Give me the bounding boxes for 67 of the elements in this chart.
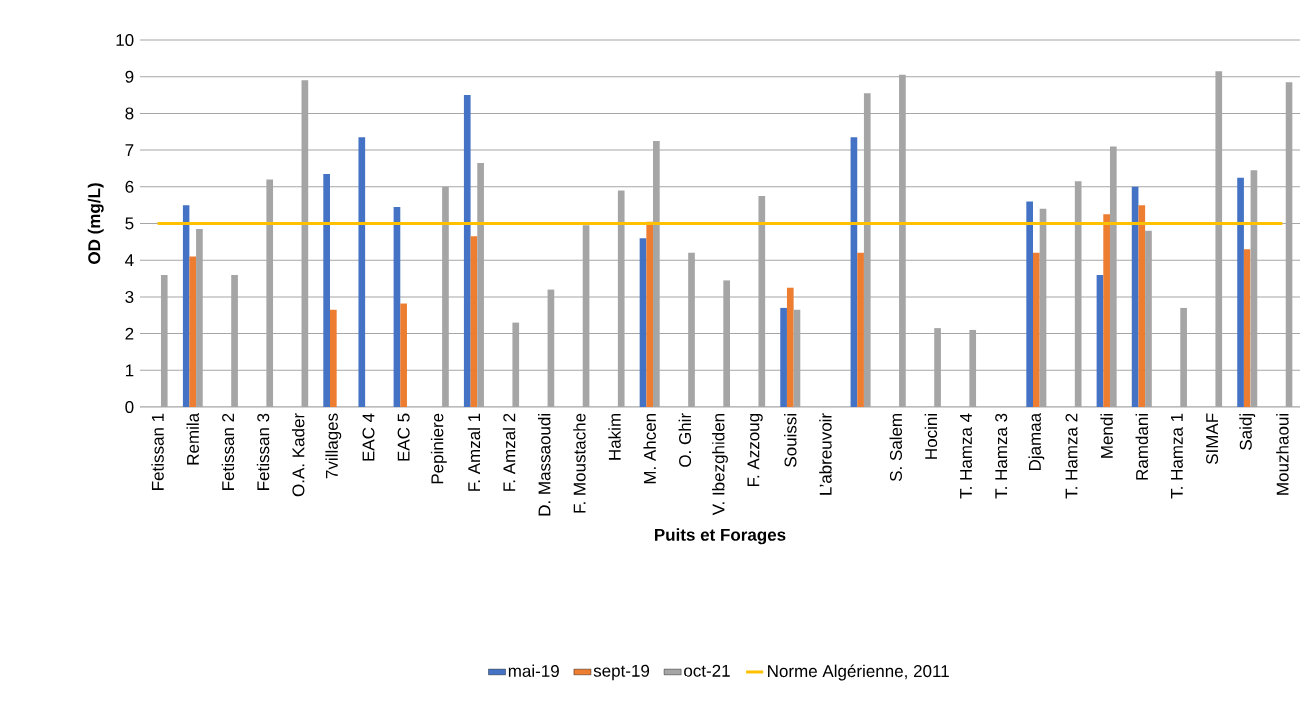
- x-tick-label: M. Ahcen: [643, 414, 656, 484]
- bar: [780, 307, 787, 407]
- bar: [1243, 249, 1251, 407]
- legend-label: oct-21: [684, 664, 730, 677]
- y-tick-label: 2: [125, 327, 134, 340]
- x-tick-label: EAC 5: [397, 413, 410, 461]
- y-tick-label: 9: [125, 70, 134, 83]
- bar: [1096, 274, 1104, 407]
- y-tick-label: 3: [125, 290, 134, 303]
- x-tick-label: Souissi: [784, 414, 797, 467]
- y-tick-label: 6: [125, 180, 134, 193]
- x-tick-label: F. Azzoug: [747, 413, 763, 487]
- x-tick-label: L’abreuvoir: [819, 413, 832, 495]
- x-tick-label: Hocini: [924, 414, 938, 459]
- x-tick-label: T. Hamza 4: [960, 413, 972, 499]
- bar: [1138, 205, 1146, 407]
- bar: [857, 252, 864, 407]
- x-tick-label: Pepiniere: [430, 413, 447, 484]
- bar: [1237, 177, 1244, 407]
- bar: [786, 287, 794, 407]
- bar: [1033, 252, 1040, 407]
- bar: [639, 238, 647, 407]
- x-axis-title: Puits et Forages: [655, 528, 786, 545]
- x-tick-label: Mendi: [1100, 414, 1113, 458]
- x-tick-label: T. Hamza 1: [1171, 413, 1183, 499]
- bar: [400, 303, 407, 407]
- y-axis-title: OD (mg/L): [87, 183, 104, 264]
- x-tick-label: Fetissan 2: [221, 413, 235, 490]
- x-tick-label: Hakim: [608, 413, 621, 460]
- bar: [189, 256, 197, 407]
- y-tick-label: 7: [125, 144, 134, 156]
- y-tick-label: 1: [125, 364, 134, 377]
- x-tick-label: T. Hamza 2: [1065, 413, 1078, 499]
- bar: [1026, 201, 1033, 407]
- bar: [358, 137, 366, 407]
- x-tick-label: F. Amzal 1: [467, 413, 481, 491]
- x-tick-label: Ramdani: [1135, 414, 1149, 480]
- x-tick-label: 7villages: [325, 413, 342, 479]
- x-tick-label: Fetissan 1: [151, 413, 164, 490]
- bar: [329, 309, 337, 407]
- legend-label: mai-19: [508, 664, 559, 678]
- x-tick-label: Mouzhaoui: [1276, 414, 1289, 495]
- x-tick-label: O. Ghir: [678, 413, 692, 467]
- y-tick-label: 10: [116, 33, 134, 47]
- bar: [323, 173, 330, 407]
- x-tick-label: SIMAF: [1206, 413, 1219, 465]
- x-tick-label: EAC 4: [362, 413, 375, 461]
- legend-label: Norme Algérienne, 2011: [768, 664, 949, 681]
- x-tick-label: F. Amzal 2: [502, 413, 516, 491]
- y-tick-label: 4: [125, 254, 134, 267]
- x-tick-label: Remila: [186, 412, 199, 465]
- x-tick-label: V. Ibezghiden: [712, 414, 728, 516]
- x-tick-label: O.A. Kader: [291, 413, 305, 497]
- x-tick-label: T. Hamza 3: [995, 413, 1008, 499]
- y-tick-label: 0: [125, 400, 134, 414]
- x-tick-label: Saidj: [1239, 414, 1256, 450]
- legend-label: sept-19: [593, 664, 650, 681]
- bar: [463, 95, 471, 407]
- x-tick-label: F. Moustache: [573, 413, 586, 513]
- x-tick-label: Fetissan 3: [256, 413, 270, 490]
- bar: [470, 236, 478, 407]
- y-tick-label: 5: [125, 217, 134, 230]
- x-tick-label: S. Salem: [889, 414, 902, 482]
- y-tick-label: 8: [125, 107, 134, 120]
- bar: [1103, 214, 1110, 407]
- x-tick-label: Djamaa: [1028, 412, 1045, 471]
- x-tick-label: D. Massaoudi: [538, 414, 551, 516]
